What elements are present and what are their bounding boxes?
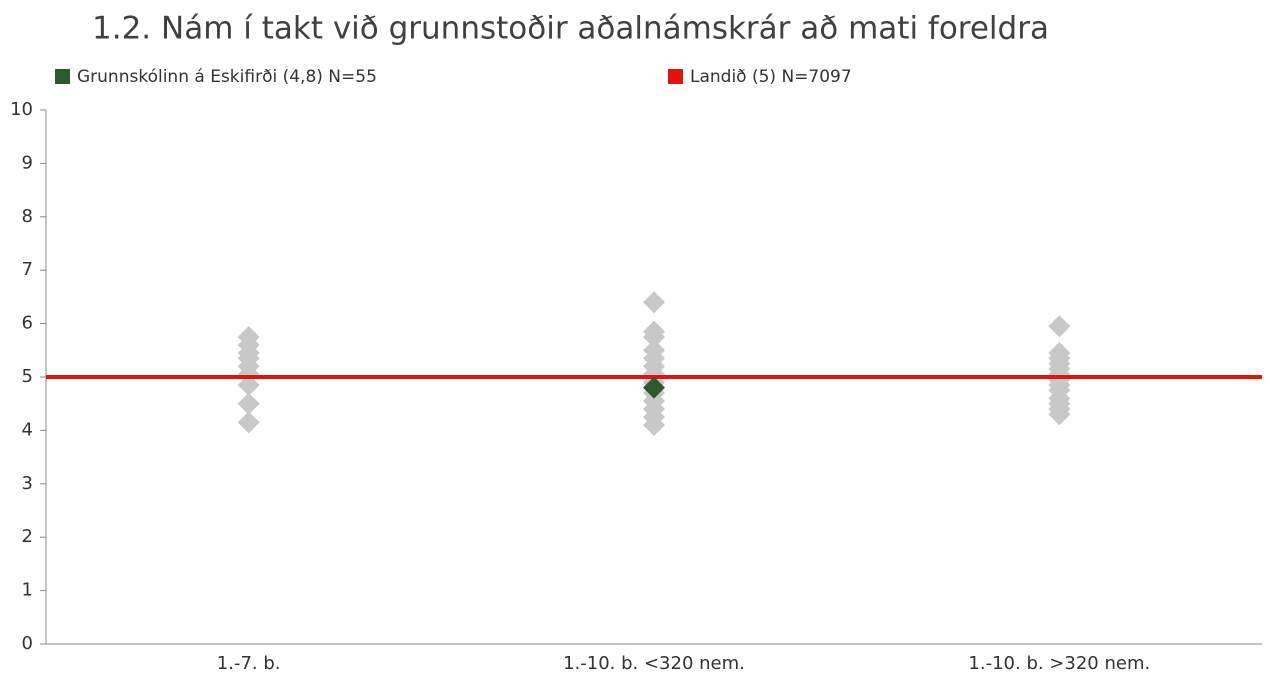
y-tick-label: 5 (22, 366, 33, 387)
y-tick-label: 10 (10, 99, 33, 120)
point (1048, 315, 1071, 338)
y-tick-label: 6 (22, 313, 33, 334)
chart-title: 1.2. Nám í takt við grunnstoðir aðalnáms… (92, 11, 1049, 47)
point (643, 414, 665, 437)
x-tick-label: 1.-7. b. (217, 653, 281, 674)
y-tick-label: 4 (22, 419, 33, 440)
x-tick-label: 1.-10. b. <320 nem. (563, 653, 745, 674)
point (1048, 403, 1071, 426)
legend-swatch (668, 69, 683, 84)
point (237, 411, 260, 434)
y-tick-label: 0 (22, 633, 33, 654)
point (643, 376, 665, 399)
point (643, 291, 665, 314)
point (643, 325, 665, 348)
y-tick-label: 1 (22, 580, 33, 601)
point (237, 392, 260, 415)
legend-label: Landið (5) N=7097 (690, 67, 852, 87)
legend-swatch (55, 69, 70, 84)
y-tick-label: 3 (22, 473, 33, 494)
y-tick-label: 8 (22, 206, 33, 227)
legend-label: Grunnskólinn á Eskifirði (4,8) N=55 (77, 67, 377, 87)
point (237, 374, 260, 397)
y-tick-label: 7 (22, 259, 33, 280)
x-tick-label: 1.-10. b. >320 nem. (968, 653, 1150, 674)
y-tick-label: 9 (22, 152, 33, 173)
y-tick-label: 2 (22, 526, 33, 547)
